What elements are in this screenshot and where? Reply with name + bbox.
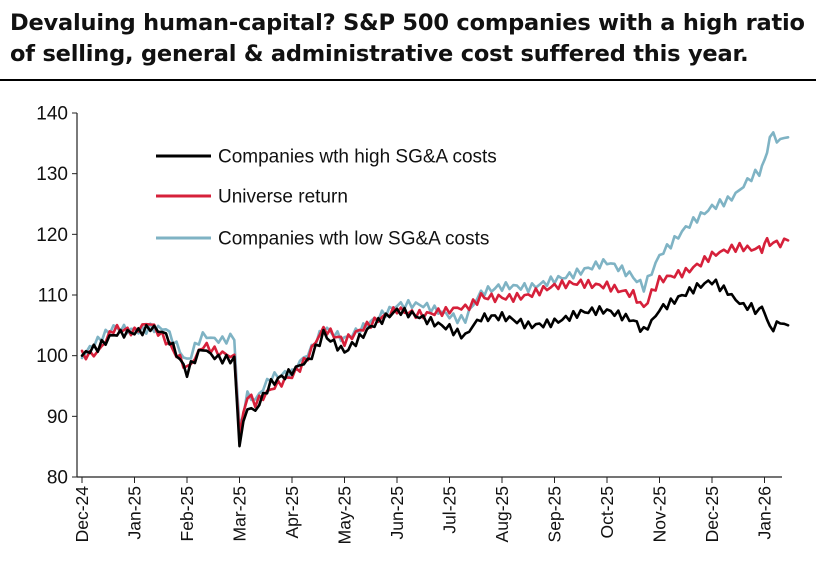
chart-title-line-2: of selling, general & administrative cos…: [10, 41, 749, 67]
x-axis-ticks: Dec-24 Jan-25 Feb-25 Mar-25 Apr-25 May-25 Jun-…: [72, 477, 775, 544]
x-tick-label: Feb-25: [177, 486, 197, 541]
chart-title: Devaluing human-capital? S&P 500 compani…: [10, 8, 810, 70]
x-tick-label: Jul-25: [440, 486, 460, 534]
series-line-high-sga: [80, 278, 790, 448]
y-tick-label: 100: [36, 346, 68, 367]
title-divider: [0, 79, 816, 81]
x-tick-label: Dec-24: [72, 486, 92, 543]
x-tick-label: Dec-25: [702, 486, 722, 542]
y-tick-label: 90: [47, 407, 68, 428]
x-tick-label: Oct-25: [597, 486, 617, 539]
y-tick-label: 140: [36, 104, 68, 125]
x-tick-label: Jan-25: [125, 486, 145, 540]
series-line-universe: [80, 236, 790, 436]
y-tick-label: 80: [47, 468, 68, 489]
chart-title-line-1: Devaluing human-capital? S&P 500 compani…: [10, 10, 805, 36]
legend-label: Companies wth high SG&A costs: [218, 147, 497, 168]
y-tick-label: 130: [36, 164, 68, 185]
y-tick-label: 110: [38, 286, 68, 307]
x-tick-label: Mar-25: [230, 486, 250, 541]
chart-series: [80, 131, 790, 448]
chart-axes: [76, 113, 782, 478]
x-tick-label: Aug-25: [492, 486, 512, 542]
x-tick-label: Sep-25: [545, 486, 565, 542]
x-tick-label: Apr-25: [282, 486, 302, 539]
chart-legend: Companies wth high SG&A costs Universe re…: [156, 147, 497, 250]
y-axis-ticks: 80 90 100 110 120 130 140: [36, 104, 77, 489]
legend-label: Universe return: [218, 187, 348, 208]
x-tick-label: May-25: [335, 486, 355, 544]
x-tick-label: Nov-25: [650, 486, 670, 542]
y-tick-label: 120: [36, 225, 68, 246]
x-tick-label: Jun-25: [387, 486, 407, 540]
x-tick-label: Jan-26: [755, 486, 775, 540]
legend-label: Companies wth low SG&A costs: [218, 229, 489, 250]
